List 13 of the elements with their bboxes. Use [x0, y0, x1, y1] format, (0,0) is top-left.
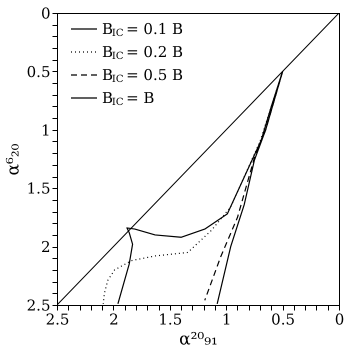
y-tick-label: 2.5	[26, 296, 50, 314]
y-axis-title: α⁶₂₀	[4, 143, 24, 176]
y-tick-label: 1.5	[26, 180, 50, 198]
x-tick-label: 1.5	[158, 310, 182, 328]
y-tick-label: 1	[40, 121, 50, 140]
y-tick-label: 0.5	[26, 62, 50, 81]
y-tick-label: 0	[40, 4, 50, 22]
x-axis-title: α²⁰₉₁	[179, 330, 218, 346]
x-tick-label: 0	[334, 310, 344, 328]
x-tick-label: 0.5	[271, 310, 296, 328]
x-tick-label: 1	[222, 310, 232, 328]
x-tick-label: 2	[109, 310, 119, 328]
y-tick-label: 2	[40, 238, 50, 256]
